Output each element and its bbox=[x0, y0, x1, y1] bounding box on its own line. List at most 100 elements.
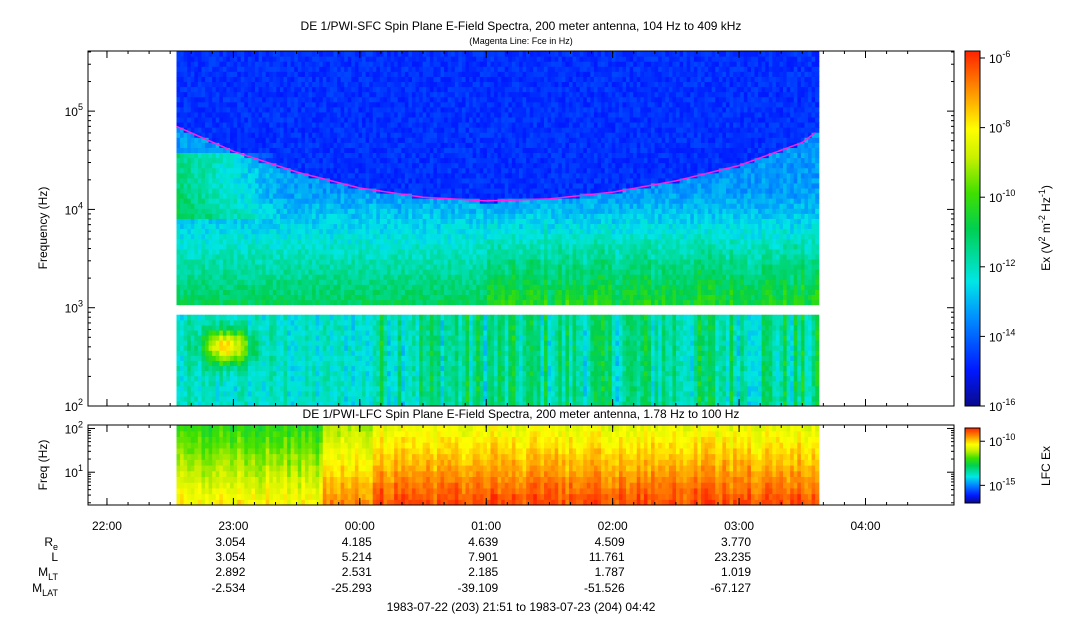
sfc-heat-cell bbox=[429, 264, 434, 270]
sfc-heat-cell bbox=[290, 279, 295, 285]
sfc-heat-cell bbox=[212, 56, 217, 62]
sfc-heat-cell bbox=[297, 177, 302, 184]
sfc-heat-cell bbox=[365, 253, 370, 260]
sfc-heat-cell bbox=[301, 385, 306, 392]
sfc-heat-cell bbox=[340, 96, 345, 103]
sfc-heat-cell bbox=[354, 122, 360, 128]
sfc-heat-cell bbox=[272, 258, 277, 265]
sfc-heat-cell bbox=[194, 106, 199, 113]
sfc-heat-cell bbox=[290, 122, 295, 128]
sfc-heat-cell bbox=[387, 193, 392, 199]
sfc-heat-cell bbox=[326, 269, 331, 275]
sfc-heat-cell bbox=[304, 137, 310, 143]
sfc-heat-cell bbox=[279, 294, 285, 301]
sfc-heat-cell bbox=[240, 350, 245, 356]
sfc-heat-cell bbox=[294, 101, 299, 108]
sfc-heat-cell bbox=[226, 157, 231, 164]
sfc-heat-cell bbox=[258, 385, 263, 392]
sfc-heat-cell bbox=[212, 375, 217, 382]
sfc-heat-cell bbox=[287, 182, 292, 189]
sfc-heat-cell bbox=[379, 350, 385, 356]
sfc-heat-cell bbox=[329, 294, 335, 301]
sfc-heat-cell bbox=[237, 91, 242, 98]
sfc-heat-cell bbox=[415, 142, 420, 148]
sfc-heat-cell bbox=[422, 162, 427, 169]
sfc-heat-cell bbox=[379, 264, 385, 270]
sfc-heat-cell bbox=[240, 355, 245, 361]
sfc-heat-cell bbox=[219, 289, 224, 296]
sfc-heat-cell bbox=[362, 340, 367, 346]
sfc-heat-cell bbox=[387, 208, 392, 214]
sfc-heat-cell bbox=[287, 228, 292, 235]
sfc-heat-cell bbox=[358, 294, 363, 301]
sfc-heat-cell bbox=[387, 314, 392, 321]
sfc-heat-cell bbox=[433, 248, 438, 255]
sfc-heat-cell bbox=[422, 157, 427, 164]
sfc-heat-cell bbox=[208, 203, 213, 209]
sfc-heat-cell bbox=[208, 187, 213, 194]
sfc-heat-cell bbox=[362, 142, 367, 148]
sfc-heat-cell bbox=[426, 172, 431, 179]
sfc-heat-cell bbox=[190, 177, 195, 184]
sfc-heat-cell bbox=[351, 96, 356, 103]
sfc-heat-cell bbox=[362, 258, 367, 265]
sfc-heat-cell bbox=[258, 289, 263, 296]
sfc-heat-cell bbox=[372, 395, 377, 402]
sfc-heat-cell bbox=[422, 400, 427, 406]
sfc-heat-cell bbox=[244, 81, 249, 88]
sfc-heat-cell bbox=[415, 375, 420, 382]
sfc-heat-cell bbox=[329, 162, 335, 169]
sfc-heat-cell bbox=[215, 182, 220, 189]
sfc-heat-cell bbox=[387, 350, 392, 356]
sfc-heat-cell bbox=[376, 319, 381, 326]
sfc-heat-cell bbox=[411, 86, 417, 93]
sfc-heat-cell bbox=[369, 274, 374, 280]
sfc-heat-cell bbox=[362, 335, 367, 341]
sfc-heat-cell bbox=[304, 258, 310, 265]
sfc-heat-cell bbox=[201, 193, 206, 199]
sfc-heat-cell bbox=[201, 258, 206, 265]
sfc-heat-cell bbox=[287, 299, 292, 306]
sfc-heat-cell bbox=[194, 167, 199, 174]
sfc-heat-cell bbox=[422, 299, 427, 306]
sfc-heat-cell bbox=[294, 345, 299, 351]
sfc-heat-cell bbox=[190, 340, 195, 346]
sfc-heat-cell bbox=[254, 238, 260, 245]
sfc-heat-cell bbox=[272, 61, 277, 67]
sfc-heat-cell bbox=[433, 350, 438, 356]
sfc-heat-cell bbox=[394, 329, 399, 336]
sfc-heat-cell bbox=[208, 86, 213, 93]
sfc-heat-cell bbox=[247, 258, 253, 265]
sfc-heat-cell bbox=[340, 147, 345, 154]
sfc-heat-cell bbox=[401, 147, 406, 154]
sfc-heat-cell bbox=[212, 253, 217, 260]
sfc-heat-cell bbox=[269, 370, 274, 377]
sfc-heat-cell bbox=[176, 81, 181, 88]
sfc-heat-cell bbox=[369, 66, 374, 72]
sfc-heat-cell bbox=[394, 274, 399, 280]
sfc-heat-cell bbox=[365, 218, 370, 225]
sfc-heat-cell bbox=[362, 319, 367, 326]
sfc-heat-cell bbox=[237, 319, 242, 326]
sfc-heat-cell bbox=[233, 142, 238, 148]
sfc-heat-cell bbox=[397, 299, 402, 306]
sfc-heat-cell bbox=[426, 81, 431, 88]
sfc-heat-cell bbox=[269, 81, 274, 88]
sfc-heat-cell bbox=[301, 61, 306, 67]
sfc-heat-cell bbox=[290, 375, 295, 382]
sfc-heat-cell bbox=[272, 182, 277, 189]
sfc-heat-cell bbox=[337, 233, 342, 240]
sfc-heat-cell bbox=[176, 258, 181, 265]
sfc-heat-cell bbox=[422, 355, 427, 361]
sfc-heat-cell bbox=[372, 314, 377, 321]
sfc-heat-cell bbox=[219, 350, 224, 356]
sfc-heat-cell bbox=[180, 238, 185, 245]
sfc-heat-cell bbox=[240, 66, 245, 72]
sfc-heat-cell bbox=[247, 355, 253, 361]
sfc-heat-cell bbox=[358, 61, 363, 67]
sfc-heat-cell bbox=[283, 101, 288, 108]
sfc-heat-cell bbox=[319, 101, 324, 108]
sfc-heat-cell bbox=[219, 101, 224, 108]
sfc-heat-cell bbox=[276, 167, 281, 174]
sfc-heat-cell bbox=[194, 340, 199, 346]
